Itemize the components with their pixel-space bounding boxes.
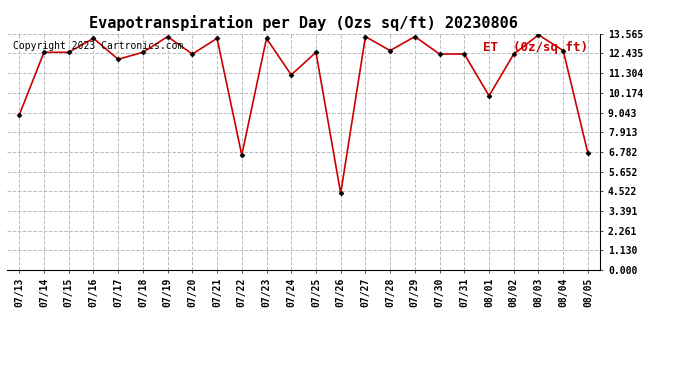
Text: Copyright 2023 Cartronics.com: Copyright 2023 Cartronics.com <box>13 41 184 51</box>
Title: Evapotranspiration per Day (Ozs sq/ft) 20230806: Evapotranspiration per Day (Ozs sq/ft) 2… <box>89 15 518 31</box>
Text: ET  (0z/sq ft): ET (0z/sq ft) <box>484 41 589 54</box>
